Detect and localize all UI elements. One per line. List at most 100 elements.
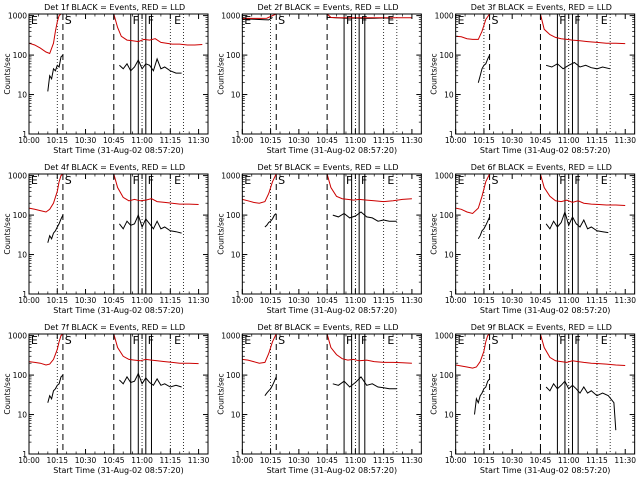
events-series-line — [264, 213, 277, 228]
x-tick-label: 11:15 — [586, 456, 608, 465]
y-tick-label: 100 — [13, 371, 28, 380]
phase-label: F — [346, 174, 352, 187]
x-tick-label: 10:00 — [445, 296, 467, 305]
chart-title: Det 4f BLACK = Events, RED = LLD — [44, 163, 185, 172]
x-axis-label: Start Time (31-Aug-02 08:57:20) — [480, 466, 611, 475]
x-tick-label: 10:00 — [18, 456, 40, 465]
events-series-line — [119, 57, 182, 74]
y-tick-label: 100 — [439, 51, 454, 60]
events-series-line — [474, 378, 490, 415]
lld-series-line — [539, 13, 626, 45]
y-axis-label: Counts/sec — [3, 213, 12, 254]
y-tick-label: 1000 — [221, 12, 240, 21]
phase-label: S — [491, 174, 498, 187]
x-tick-label: 11:00 — [558, 456, 580, 465]
x-tick-label: 10:30 — [75, 296, 97, 305]
phase-label: S — [65, 14, 72, 27]
x-axis-label: Start Time (31-Aug-02 08:57:20) — [53, 306, 184, 315]
y-tick-label: 1 — [236, 130, 241, 139]
lld-series-line — [539, 333, 626, 366]
phase-label: E — [174, 174, 181, 187]
phase-label: S — [278, 14, 285, 27]
events-series-line — [264, 376, 277, 396]
lld-series-line — [28, 173, 64, 213]
x-tick-label: 10:30 — [288, 136, 310, 145]
phase-label: E — [601, 14, 608, 27]
phase-label: E — [458, 174, 465, 187]
y-tick-label: 100 — [439, 371, 454, 380]
lld-series-line — [326, 333, 412, 364]
x-tick-label: 10:45 — [316, 296, 338, 305]
phase-label: S — [65, 174, 72, 187]
x-tick-label: 10:00 — [232, 136, 254, 145]
axes-frame — [28, 13, 209, 135]
x-tick-label: 11:15 — [160, 456, 182, 465]
lld-series-line — [326, 13, 412, 19]
x-tick-label: 10:15 — [260, 136, 282, 145]
x-tick-label: 10:15 — [46, 456, 68, 465]
y-tick-label: 1 — [22, 290, 27, 299]
x-tick-label: 10:30 — [288, 296, 310, 305]
x-tick-label: 11:00 — [131, 456, 153, 465]
events-series-line — [47, 214, 64, 243]
x-axis-label: Start Time (31-Aug-02 08:57:20) — [53, 146, 184, 155]
lld-series-line — [28, 333, 64, 366]
y-tick-label: 100 — [226, 51, 241, 60]
phase-label: S — [491, 334, 498, 347]
y-tick-label: 1000 — [221, 172, 240, 181]
y-axis-label: Counts/sec — [216, 213, 225, 254]
chart-title: Det 1f BLACK = Events, RED = LLD — [44, 3, 185, 12]
phase-label: F — [559, 14, 565, 27]
x-tick-label: 11:00 — [345, 136, 367, 145]
events-series-line — [47, 374, 64, 403]
events-series-line — [332, 376, 397, 390]
axes-frame — [241, 13, 422, 135]
y-tick-label: 100 — [439, 211, 454, 220]
x-tick-label: 11:30 — [188, 456, 210, 465]
y-tick-label: 1000 — [8, 12, 27, 21]
y-axis-label: Counts/sec — [430, 373, 439, 414]
phase-label: S — [65, 334, 72, 347]
x-tick-label: 10:45 — [103, 296, 125, 305]
x-tick-label: 11:00 — [131, 136, 153, 145]
phase-label: F — [559, 334, 565, 347]
x-tick-label: 10:15 — [260, 456, 282, 465]
y-tick-label: 1000 — [435, 12, 454, 21]
phase-label: F — [361, 334, 367, 347]
phase-label: F — [148, 334, 154, 347]
events-series-line — [545, 210, 609, 234]
x-axis-label: Start Time (31-Aug-02 08:57:20) — [53, 466, 184, 475]
x-tick-label: 11:00 — [131, 296, 153, 305]
x-tick-label: 10:15 — [46, 296, 68, 305]
phase-label: F — [559, 174, 565, 187]
events-series-line — [477, 54, 491, 83]
x-tick-label: 11:00 — [558, 296, 580, 305]
x-tick-label: 11:30 — [401, 296, 423, 305]
x-tick-label: 11:30 — [188, 136, 210, 145]
phase-label: F — [361, 174, 367, 187]
x-tick-label: 11:15 — [586, 296, 608, 305]
chart-title: Det 8f BLACK = Events, RED = LLD — [257, 323, 398, 332]
lld-series-line — [242, 13, 277, 19]
x-tick-label: 10:15 — [46, 136, 68, 145]
x-tick-label: 10:45 — [316, 136, 338, 145]
axes-frame — [28, 173, 209, 295]
x-tick-label: 10:15 — [473, 296, 495, 305]
x-tick-label: 10:00 — [445, 136, 467, 145]
lld-series-line — [539, 173, 626, 206]
x-tick-label: 11:15 — [586, 136, 608, 145]
phase-label: S — [278, 174, 285, 187]
x-tick-label: 11:15 — [373, 136, 395, 145]
x-tick-label: 11:15 — [373, 456, 395, 465]
x-tick-label: 10:00 — [445, 456, 467, 465]
x-tick-label: 10:45 — [103, 456, 125, 465]
phase-label: F — [574, 174, 580, 187]
phase-label: S — [278, 334, 285, 347]
phase-label: F — [133, 174, 139, 187]
y-axis-label: Counts/sec — [3, 53, 12, 94]
